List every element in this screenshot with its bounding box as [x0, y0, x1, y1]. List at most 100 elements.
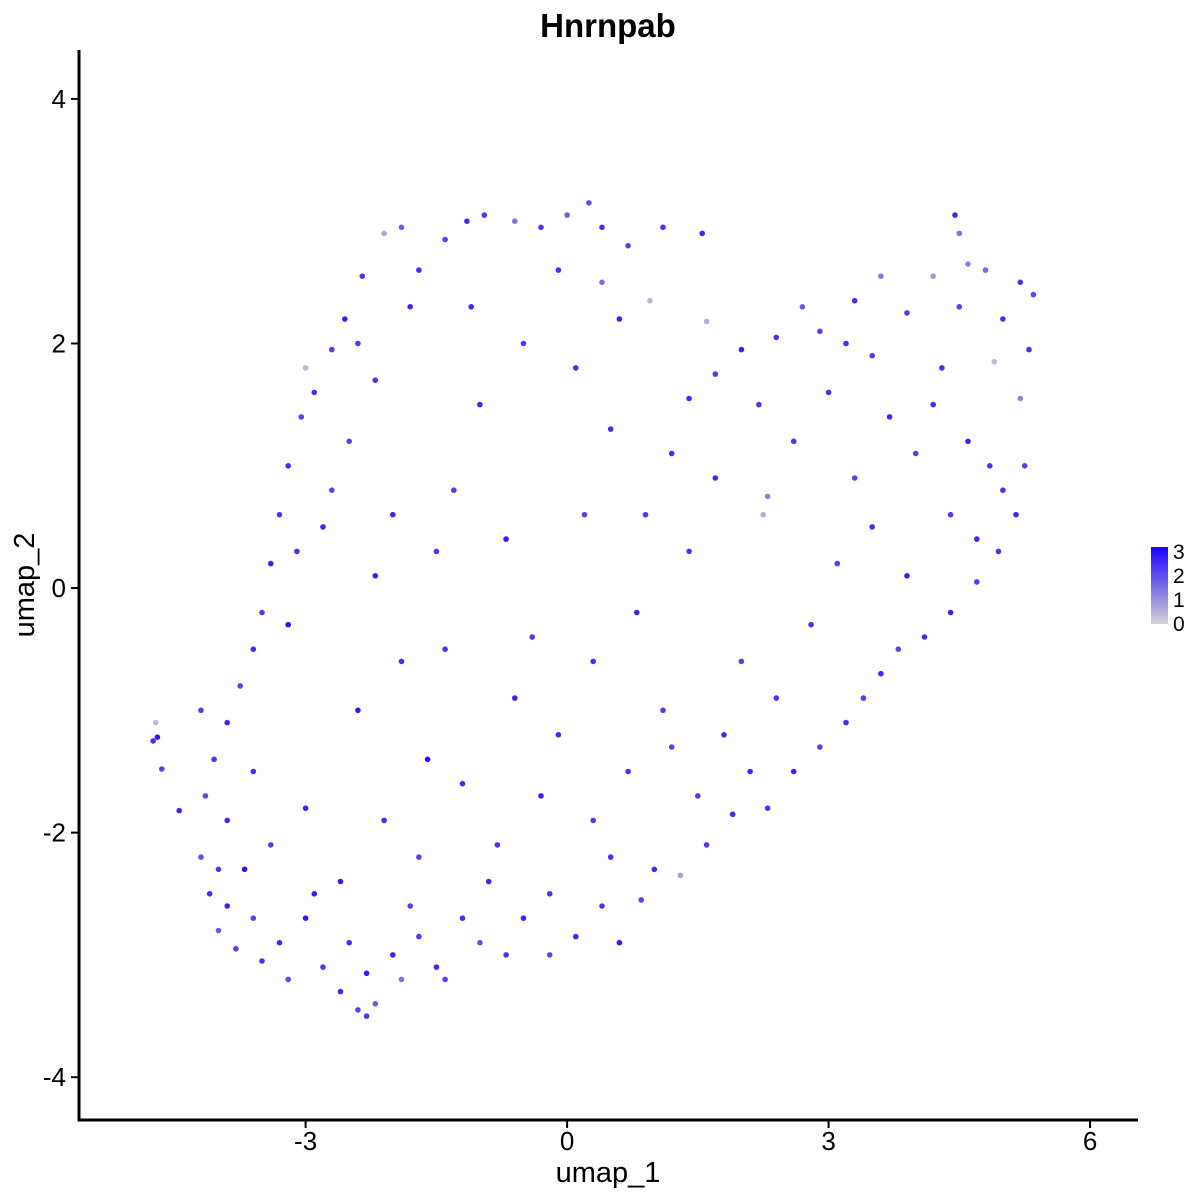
data-point [359, 273, 366, 280]
data-point [930, 401, 936, 408]
data-point [638, 897, 644, 903]
data-point [407, 903, 414, 909]
data-point [398, 224, 405, 231]
data-point [215, 866, 222, 873]
data-point [398, 658, 405, 665]
data-point [268, 842, 274, 848]
chart-title: Hnrnpab [540, 7, 676, 44]
data-point [1013, 511, 1019, 518]
data-point [760, 511, 766, 518]
data-point [233, 946, 239, 952]
data-point [224, 719, 230, 726]
data-point [965, 438, 971, 445]
data-point [982, 267, 989, 273]
data-point [363, 970, 370, 977]
data-point [581, 511, 588, 518]
data-point [224, 903, 230, 909]
data-point [390, 511, 396, 518]
data-point [904, 310, 910, 316]
data-point [451, 487, 457, 494]
data-point [599, 279, 605, 286]
data-point [202, 793, 209, 799]
data-point [555, 732, 562, 738]
data-point [616, 939, 623, 946]
data-point [337, 878, 344, 885]
data-point [302, 365, 309, 371]
data-point [712, 371, 719, 377]
data-point [878, 273, 884, 280]
data-point [599, 903, 605, 909]
data-point [921, 634, 928, 640]
data-point [198, 707, 204, 714]
data-point [987, 463, 993, 469]
data-point [381, 230, 387, 237]
data-point [329, 487, 335, 494]
data-point [381, 817, 387, 824]
data-point [464, 218, 470, 224]
colorbar-label: 0 [1173, 613, 1185, 636]
data-point [398, 976, 405, 983]
data-point [529, 634, 535, 640]
x-tick-label: 0 [560, 1126, 574, 1156]
data-point [790, 438, 797, 445]
data-point [773, 334, 780, 341]
data-point [285, 621, 292, 628]
data-point [573, 365, 579, 371]
data-point [372, 377, 379, 384]
data-point [651, 866, 658, 873]
data-point [686, 395, 692, 402]
data-point [590, 658, 596, 665]
data-point [433, 964, 440, 970]
data-point [342, 316, 348, 322]
data-point [503, 952, 509, 958]
data-point [355, 707, 361, 714]
data-point [555, 267, 562, 273]
data-point [468, 304, 475, 310]
y-tick-label: 0 [52, 573, 66, 603]
y-tick-label: -2 [43, 818, 66, 848]
data-point [1021, 463, 1028, 469]
data-point [843, 719, 849, 726]
data-point [607, 854, 614, 860]
data-point [895, 646, 902, 652]
data-point [372, 1001, 379, 1007]
data-point [930, 273, 936, 280]
data-point [939, 365, 945, 371]
data-point [346, 438, 353, 445]
data-point [211, 756, 217, 763]
data-point [956, 230, 963, 237]
data-point [241, 866, 248, 873]
data-point [677, 872, 684, 879]
data-point [634, 609, 640, 616]
data-point [790, 768, 797, 775]
data-point [756, 401, 762, 408]
data-point [276, 511, 283, 518]
data-point [311, 891, 318, 897]
data-point [660, 707, 666, 714]
data-point [1000, 487, 1006, 494]
data-point [159, 766, 165, 772]
data-point [1017, 279, 1024, 286]
data-point [799, 304, 806, 310]
data-point [956, 304, 963, 310]
data-point [647, 297, 653, 304]
data-point [224, 817, 230, 824]
data-point [477, 401, 483, 408]
data-point [311, 389, 318, 396]
data-point [520, 915, 527, 921]
data-point [825, 389, 832, 396]
data-point [416, 267, 422, 273]
data-point [703, 842, 710, 848]
data-point [250, 646, 257, 652]
data-point [442, 646, 448, 652]
data-point [416, 933, 422, 940]
data-point [974, 579, 980, 585]
data-point [407, 304, 414, 310]
data-point [416, 854, 422, 860]
x-tick-label: 3 [821, 1126, 835, 1156]
y-tick-label: 2 [52, 328, 66, 358]
x-tick-label: -3 [294, 1126, 317, 1156]
data-point [459, 915, 466, 921]
data-point [965, 261, 971, 267]
data-point [302, 915, 309, 921]
